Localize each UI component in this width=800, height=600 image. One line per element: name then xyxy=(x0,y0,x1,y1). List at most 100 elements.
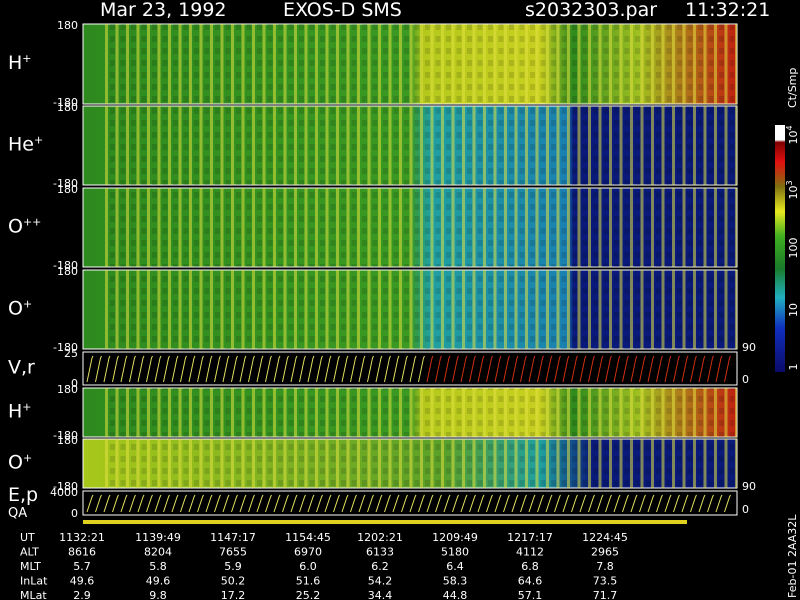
sweep xyxy=(452,355,459,383)
panel-label: He+ xyxy=(8,134,43,156)
sweep xyxy=(494,494,502,513)
sweep xyxy=(358,494,366,513)
panel-species: O xyxy=(8,298,23,320)
panel-species: H xyxy=(8,52,22,74)
sweep xyxy=(333,355,340,383)
sweep xyxy=(358,355,366,383)
panel-species: V,r xyxy=(8,357,35,379)
sweep xyxy=(299,355,306,383)
sweep xyxy=(647,494,655,513)
colorbar-label-base: 10 xyxy=(787,303,800,317)
sweep xyxy=(715,355,723,383)
sweep xyxy=(690,494,697,513)
sweep xyxy=(639,355,646,383)
sweep xyxy=(401,494,408,513)
row-value: 5.9 xyxy=(224,560,242,573)
sweep xyxy=(103,494,111,513)
panel-species: E,p xyxy=(8,484,38,506)
row-value: 7.8 xyxy=(596,560,614,573)
sweep xyxy=(205,355,213,383)
row-value: 71.7 xyxy=(593,589,618,600)
row-value: 73.5 xyxy=(593,575,618,588)
sweep xyxy=(205,494,213,513)
axis-top: 180 xyxy=(57,19,78,32)
colorbar-label-base: 100 xyxy=(787,238,800,259)
row-value: 6970 xyxy=(294,546,322,559)
sweep xyxy=(137,355,145,383)
panel-stripes xyxy=(105,24,737,104)
row-value: 58.3 xyxy=(443,575,468,588)
sweep xyxy=(579,494,587,513)
sweep xyxy=(197,355,204,383)
sweep xyxy=(622,355,629,383)
sweep xyxy=(562,355,570,383)
colorbar-label-base: 10 xyxy=(787,131,800,145)
sweep xyxy=(715,494,723,513)
panel-stripes xyxy=(105,106,737,185)
sweep xyxy=(426,355,434,383)
panel-stripes xyxy=(105,270,737,349)
panel-species: O xyxy=(8,216,23,238)
sweep xyxy=(545,494,553,513)
sweep xyxy=(375,355,383,383)
sweep xyxy=(273,355,281,383)
row-value: 9.8 xyxy=(149,589,167,600)
sweep xyxy=(656,494,663,513)
panel-label: O++ xyxy=(8,216,41,238)
sweep xyxy=(307,355,315,383)
sweep xyxy=(486,494,493,513)
sweep xyxy=(486,355,493,383)
sweep xyxy=(239,494,247,513)
sweep xyxy=(554,355,561,383)
axis-top: 180 xyxy=(57,101,78,114)
row-value: 5.8 xyxy=(149,560,167,573)
sweep xyxy=(86,494,94,513)
panel-label: E,p xyxy=(8,484,38,506)
sweep xyxy=(528,355,536,383)
date: Mar 23, 1992 xyxy=(100,0,227,21)
colorbar-title: Ct/Smp xyxy=(786,68,799,108)
sweep xyxy=(248,355,255,383)
sweep xyxy=(528,494,536,513)
row-value: 64.6 xyxy=(518,575,543,588)
sweep xyxy=(248,494,255,513)
row-value: 50.2 xyxy=(221,575,246,588)
sweep xyxy=(384,494,391,513)
row-value: 49.6 xyxy=(146,575,171,588)
row-value: 4112 xyxy=(516,546,544,559)
sweep xyxy=(409,494,417,513)
row-value: 57.1 xyxy=(518,589,543,600)
sweep xyxy=(571,355,578,383)
colorbar-label: 100 xyxy=(787,238,800,259)
sweep xyxy=(520,494,527,513)
sweep xyxy=(511,494,519,513)
panel-charge: + xyxy=(22,52,31,65)
sweep xyxy=(163,494,170,513)
sweep xyxy=(673,494,680,513)
row-value: 6.4 xyxy=(446,560,464,573)
panel-species: He xyxy=(8,134,34,156)
sweep xyxy=(86,355,94,383)
sweep xyxy=(171,494,179,513)
qa-bar xyxy=(83,520,687,524)
colorbar xyxy=(775,125,785,372)
axis-right: 90 xyxy=(742,480,756,493)
sweep xyxy=(503,494,510,513)
sweep xyxy=(154,494,162,513)
row-value: 1209:49 xyxy=(432,531,478,544)
row-value: 1139:49 xyxy=(135,531,181,544)
axis-bottom: -180 xyxy=(53,480,78,493)
sweep xyxy=(265,494,272,513)
colorbar-label-exp: 4 xyxy=(785,125,794,130)
sweep xyxy=(690,355,697,383)
sweep xyxy=(367,494,374,513)
axis-bottom: -180 xyxy=(53,341,78,354)
row-value: 17.2 xyxy=(221,589,246,600)
axis-top: 180 xyxy=(57,383,78,396)
axis-bottom: 0 xyxy=(71,377,78,390)
row-value: 5.7 xyxy=(73,560,91,573)
sweep xyxy=(596,355,604,383)
row-name: InLat xyxy=(20,575,48,588)
panel-charge: + xyxy=(34,134,43,147)
sweep xyxy=(469,494,476,513)
